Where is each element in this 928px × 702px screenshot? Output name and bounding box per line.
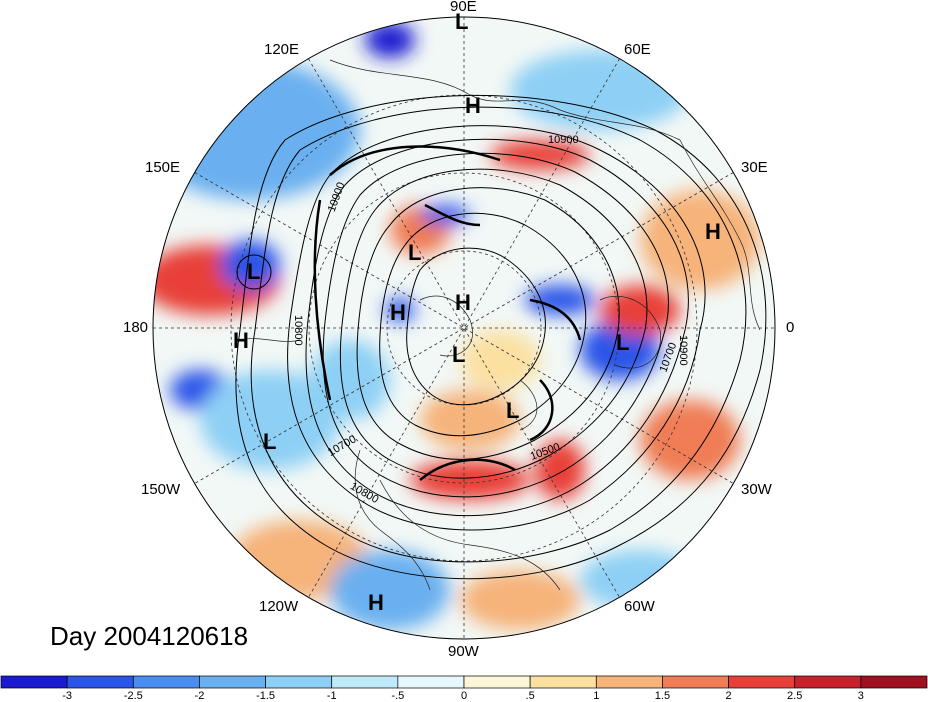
colorbar-swatch: [199, 675, 266, 689]
colorbar-tick: 3: [857, 690, 864, 702]
date-label: Day 2004120618: [50, 621, 249, 651]
contour-label: 10900: [677, 335, 689, 366]
colorbar-tick: -1: [326, 690, 337, 702]
colorbar-tick: -.5: [391, 690, 405, 702]
low-marker: L: [263, 429, 276, 454]
colorbar-tick: -1.5: [256, 690, 276, 702]
colorbar-swatch: [595, 675, 663, 689]
lon-label-30e: 30E: [741, 159, 768, 176]
map-border: [152, 16, 776, 640]
lon-label-150e: 150E: [145, 159, 181, 176]
lon-label-120e: 120E: [264, 41, 300, 58]
colorbar-swatch: [728, 675, 796, 689]
height-contours: [235, 94, 767, 580]
lon-label-top: 90E: [450, 0, 477, 15]
colorbar-tick: 2: [725, 690, 732, 702]
lon-label-bottom: 90W: [448, 643, 479, 660]
low-marker: L: [616, 330, 629, 355]
lon-label-30w: 30W: [741, 481, 772, 498]
colorbar-tick: -3: [62, 690, 73, 702]
colorbar-tick: 1: [593, 690, 600, 702]
colorbar-swatch: [529, 675, 597, 689]
colorbar-tick: 0: [460, 690, 468, 702]
colorbar-swatch: [860, 675, 928, 689]
colorbar-swatch: [265, 675, 333, 689]
low-marker: L: [452, 342, 465, 367]
high-marker: H: [368, 590, 384, 615]
high-marker: H: [705, 219, 721, 244]
colorbar-swatch: [0, 675, 68, 689]
lon-label-120w: 120W: [259, 598, 299, 615]
colorbar-swatch: [794, 675, 862, 689]
lon-label-left: 180: [123, 319, 149, 336]
high-marker: H: [233, 328, 249, 353]
thick-contours: [313, 145, 582, 481]
colorbar-tick: .5: [525, 690, 535, 702]
high-marker: H: [465, 93, 481, 118]
colorbar-swatch: [331, 675, 399, 689]
low-marker: L: [247, 259, 260, 284]
low-marker: L: [408, 240, 421, 265]
high-marker: H: [455, 290, 471, 315]
colorbar-swatch: [463, 675, 531, 689]
colorbar-swatch: [397, 675, 465, 689]
high-marker: H: [390, 300, 406, 325]
colorbar-tick: -2.5: [123, 690, 143, 702]
colorbar: [0, 675, 928, 689]
colorbar-tick: 2.5: [787, 690, 803, 702]
colorbar-swatch: [66, 675, 134, 689]
colorbar-tick: 1.5: [654, 690, 671, 702]
colorbar-swatch: [662, 675, 729, 689]
low-circle-marker: [236, 254, 272, 290]
colorbar-swatch: [132, 675, 200, 689]
colorbar-tick: -2: [194, 690, 205, 702]
low-marker: L: [455, 9, 468, 34]
lon-label-150w: 150W: [141, 481, 181, 498]
lon-label-60e: 60E: [624, 41, 651, 58]
coastlines: [239, 59, 761, 591]
contour-label: 10800: [292, 315, 304, 346]
graticule: [153, 17, 775, 639]
contour-label: 10900: [548, 134, 579, 146]
lon-label-60w: 60W: [624, 598, 655, 615]
pressure-center-labels: H H H H H H L L L L L L L: [233, 9, 721, 615]
low-marker: L: [506, 398, 519, 423]
lon-label-right: 0: [786, 319, 795, 336]
